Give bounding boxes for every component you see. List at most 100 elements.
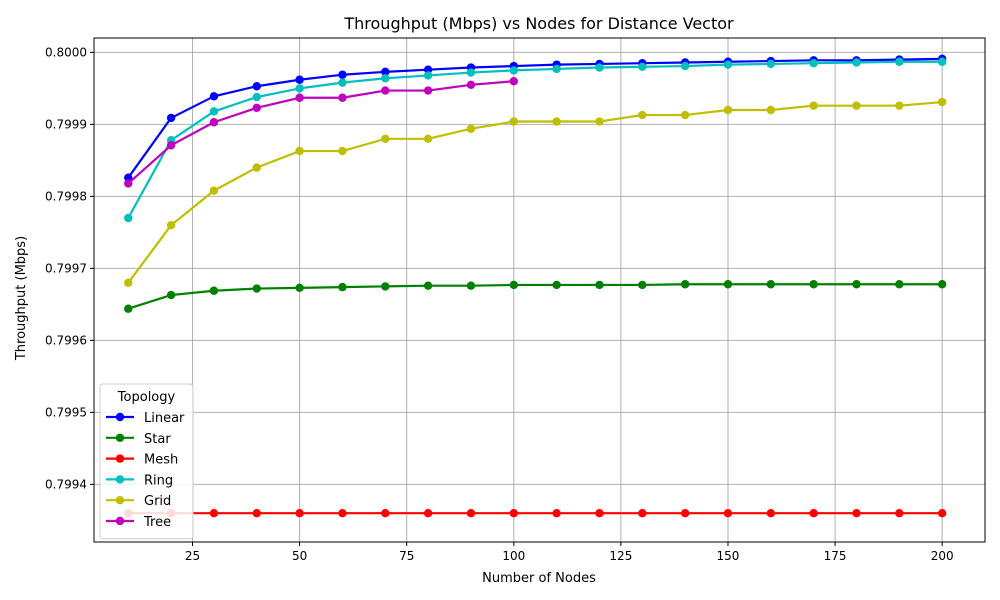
data-point-grid: [766, 105, 776, 115]
data-point-grid: [595, 117, 604, 126]
data-point-ring: [295, 84, 304, 93]
chart-title: Throughput (Mbps) vs Nodes for Distance …: [343, 14, 734, 33]
data-point-mesh: [295, 509, 304, 518]
data-point-tree: [466, 80, 476, 90]
legend-label-tree: Tree: [143, 515, 171, 530]
data-point-grid: [166, 221, 176, 230]
data-point-grid: [809, 101, 818, 110]
data-point-mesh: [638, 509, 647, 518]
series-ring: [124, 57, 947, 223]
data-point-mesh: [509, 509, 518, 518]
legend-label-grid: Grid: [144, 494, 171, 509]
x-axis-label: Number of Nodes: [482, 571, 596, 586]
data-point-grid: [509, 117, 518, 126]
data-point-linear: [381, 67, 390, 77]
y-axis-label: Throughput (Mbps): [14, 236, 29, 361]
data-point-tree: [209, 118, 219, 127]
data-point-tree: [124, 179, 133, 188]
x-tick-label: 200: [931, 549, 954, 563]
data-point-linear: [295, 75, 304, 84]
legend-title: Topology: [117, 390, 176, 405]
data-point-grid: [895, 101, 904, 110]
y-tick-label: 0.8000: [45, 45, 87, 59]
legend-label-linear: Linear: [144, 411, 185, 426]
data-point-star: [509, 280, 518, 290]
data-point-linear: [338, 70, 347, 79]
plot-frame: [93, 37, 986, 543]
data-point-mesh: [552, 509, 561, 518]
data-point-ring: [338, 78, 347, 87]
data-point-mesh: [595, 509, 604, 518]
data-point-grid: [381, 134, 390, 143]
data-point-grid: [852, 101, 861, 110]
data-point-mesh: [209, 509, 219, 518]
axis-ticks: 25 50 75 100 125 150 175 200 0.7994 0.7995 0.7996 0…: [45, 45, 954, 563]
data-point-tree: [381, 86, 390, 95]
data-point-ring: [209, 107, 219, 116]
data-point-grid: [423, 134, 433, 143]
data-point-mesh: [252, 509, 261, 518]
data-point-grid: [209, 186, 219, 195]
data-point-star: [166, 290, 176, 300]
data-point-star: [680, 280, 690, 289]
legend-label-mesh: Mesh: [144, 453, 178, 468]
legend: Topology Linear Star Mesh Ring Grid Tree: [99, 383, 194, 540]
data-point-grid: [338, 146, 347, 156]
data-point-ring: [766, 59, 776, 69]
data-point-star: [423, 281, 433, 290]
y-tick-label: 0.7995: [45, 405, 87, 419]
data-point-mesh: [766, 509, 776, 518]
data-point-mesh: [423, 509, 433, 518]
series-star: [124, 280, 947, 313]
data-point-ring: [595, 63, 604, 72]
series-line-ring: [127, 60, 943, 219]
data-point-ring: [723, 60, 733, 69]
data-point-star: [895, 280, 904, 289]
data-point-ring: [466, 68, 476, 77]
x-tick-label: 25: [185, 549, 200, 563]
data-point-mesh: [937, 509, 947, 518]
data-point-mesh: [381, 509, 390, 518]
legend-marker-ring: [115, 475, 125, 484]
data-point-linear: [209, 92, 219, 101]
legend-label-ring: Ring: [144, 473, 173, 488]
data-point-ring: [638, 62, 647, 71]
data-point-tree: [252, 103, 261, 113]
data-point-star: [766, 280, 776, 289]
x-tick-label: 50: [292, 549, 307, 563]
data-point-mesh: [852, 509, 861, 518]
data-point-ring: [852, 58, 861, 67]
series-grid: [124, 97, 947, 287]
data-point-grid: [295, 146, 304, 156]
series-tree: [124, 77, 518, 188]
x-tick-label: 125: [609, 549, 632, 563]
data-point-grid: [124, 278, 133, 287]
y-tick-label: 0.7994: [45, 477, 87, 491]
data-point-tree: [338, 93, 347, 102]
data-point-star: [466, 281, 476, 290]
data-point-grid: [937, 97, 947, 107]
data-point-grid: [466, 124, 476, 133]
legend-marker-grid: [115, 496, 125, 505]
data-point-grid: [723, 105, 733, 115]
data-point-star: [252, 284, 261, 293]
data-point-ring: [252, 92, 261, 102]
y-tick-label: 0.7999: [45, 117, 87, 131]
data-point-linear: [124, 173, 133, 182]
data-point-ring: [895, 57, 904, 66]
data-point-linear: [423, 65, 433, 74]
data-point-star: [552, 280, 561, 290]
data-point-mesh: [338, 509, 347, 518]
series-line-star: [127, 283, 943, 310]
series-mesh: [124, 509, 947, 518]
y-tick-label: 0.7996: [45, 333, 87, 347]
series-linear: [124, 54, 947, 182]
data-point-grid: [552, 117, 561, 126]
x-tick-label: 100: [502, 549, 525, 563]
data-point-star: [723, 280, 733, 289]
data-point-star: [595, 280, 604, 290]
data-point-star: [809, 280, 818, 289]
data-point-star: [937, 280, 947, 289]
data-point-tree: [166, 141, 176, 150]
data-point-star: [638, 280, 647, 290]
